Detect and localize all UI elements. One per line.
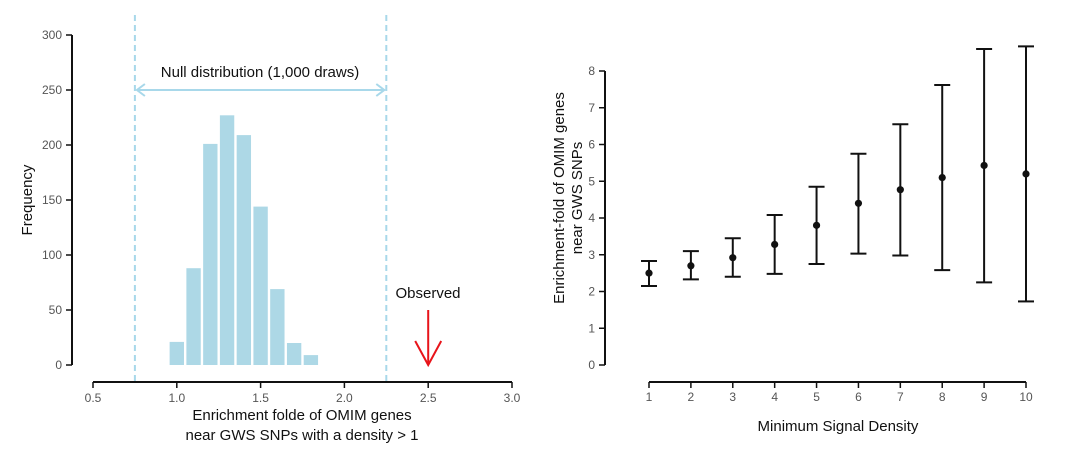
data-point [687, 262, 695, 270]
data-point [645, 269, 653, 277]
errorbar-x-tick-label: 6 [855, 390, 862, 404]
errorbar-y-tick-label: 8 [588, 64, 595, 78]
errorbar-y-tick-label: 7 [588, 101, 595, 115]
histogram-y-tick-label: 150 [42, 193, 62, 207]
errorbar-x-tick-label: 8 [939, 390, 946, 404]
null-distribution-range [133, 15, 388, 382]
errorbar-x-tick-label: 7 [897, 390, 904, 404]
errorbar-y-axis-title-line-2: near GWS SNPs [569, 142, 586, 255]
histogram-x-ticks: 0.5 1.0 1.5 2.0 2.5 3.0 [85, 382, 521, 405]
errorbar-y-tick-label: 3 [588, 248, 595, 262]
null-distribution-label: Null distribution (1,000 draws) [161, 64, 359, 81]
histogram-x-axis-title-line-2: near GWS SNPs with a density > 1 [185, 427, 418, 444]
histogram-bar [169, 341, 184, 365]
data-point [980, 161, 988, 170]
data-point [1022, 170, 1030, 178]
errorbar-y-tick-label: 5 [588, 174, 595, 188]
errorbar-x-tick-label: 5 [813, 390, 820, 404]
histogram-y-tick-label: 0 [55, 358, 62, 372]
errorbar-x-tick-label: 2 [688, 390, 695, 404]
null-range-arrow-head-right [375, 83, 386, 97]
observed-label: Observed [395, 285, 460, 302]
errorbar-y-tick-label: 6 [588, 138, 595, 152]
errorbar-x-tick-label: 4 [771, 390, 778, 404]
data-point [812, 221, 821, 229]
histogram-x-tick-label: 2.5 [420, 391, 437, 405]
histogram-bar [203, 143, 218, 365]
data-point [854, 199, 863, 207]
histogram-x-tick-label: 3.0 [504, 391, 521, 405]
errorbar-panel: 0 1 2 3 4 5 6 7 8 1 2 3 4 5 6 7 8 9 10 Enrichment-fold of… [551, 45, 1034, 435]
histogram-y-tick-label: 300 [42, 28, 62, 42]
histogram-x-tick-label: 1.5 [252, 391, 269, 405]
data-point [771, 240, 779, 249]
null-range-arrow-head-left [135, 83, 146, 97]
observed-arrow-head [414, 340, 443, 368]
errorbar-x-ticks: 1 2 3 4 5 6 7 8 9 10 [646, 382, 1033, 404]
errorbar-y-tick-label: 4 [588, 211, 595, 225]
observed-marker [414, 310, 443, 368]
histogram-y-tick-label: 100 [42, 248, 62, 262]
histogram-x-tick-label: 2.0 [336, 391, 353, 405]
errorbar-x-tick-label: 10 [1019, 390, 1033, 404]
errorbar-x-tick-label: 3 [729, 390, 736, 404]
errorbar-x-tick-label: 1 [646, 390, 653, 404]
errorbar-y-tick-label: 0 [588, 358, 595, 372]
histogram-bar [219, 115, 235, 365]
histogram-y-tick-label: 250 [42, 83, 62, 97]
histogram-bar [270, 289, 285, 365]
histogram-y-ticks: 0 50 100 150 200 250 300 [42, 28, 72, 372]
errorbar-x-axis-title: Minimum Signal Density [758, 418, 919, 435]
histogram-x-tick-label: 1.0 [168, 391, 185, 405]
data-point [938, 173, 946, 182]
histogram-y-tick-label: 50 [49, 303, 63, 317]
errorbar-y-axis-title-line-1: Enrichment-fold of OMIM genes [551, 92, 568, 304]
histogram-bars [169, 115, 319, 365]
errorbar-y-tick-label: 1 [588, 321, 595, 335]
histogram-bar [253, 206, 268, 365]
histogram-bar [286, 343, 302, 365]
histogram-bar [236, 135, 252, 365]
errorbar-y-ticks: 0 1 2 3 4 5 6 7 8 [588, 64, 605, 372]
errorbar-y-tick-label: 2 [588, 285, 595, 299]
histogram-x-axis-title-line-1: Enrichment folde of OMIM genes [192, 407, 411, 424]
errorbar-marks [641, 45, 1034, 303]
data-point [896, 186, 904, 194]
errorbar-x-tick-label: 9 [981, 390, 988, 404]
histogram-panel: Null distribution (1,000 draws) Observed… [19, 15, 521, 444]
histogram-bar [303, 355, 319, 365]
data-point [729, 254, 737, 262]
histogram-x-tick-label: 0.5 [85, 391, 102, 405]
histogram-y-axis-title: Frequency [19, 164, 36, 235]
histogram-y-tick-label: 200 [42, 138, 62, 152]
histogram-bar [186, 268, 201, 365]
